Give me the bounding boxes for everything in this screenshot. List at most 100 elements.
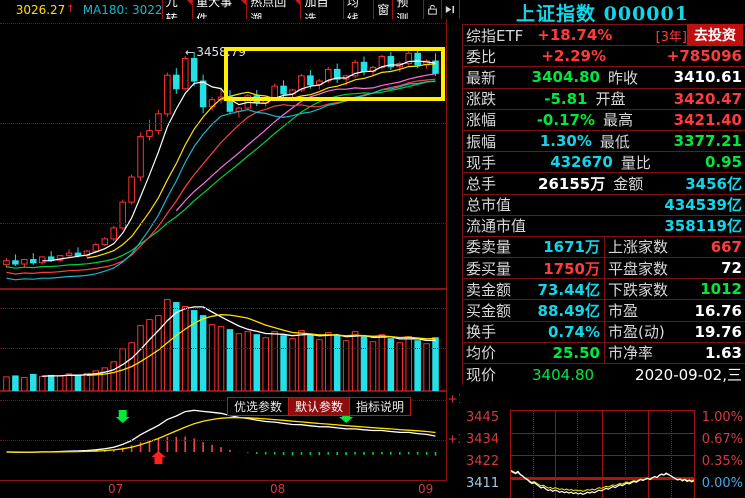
- table-row-order-ratio: 委比 +2.29% +785096: [462, 46, 745, 68]
- mini-axis-right-baseline-tick: 0.00%: [701, 476, 743, 491]
- turnover-amount-label: 金额: [613, 174, 644, 193]
- ticker-prefix: 4:: [1, 2, 13, 17]
- amplitude-label: 振幅: [466, 132, 497, 151]
- gridline: [533, 411, 534, 498]
- gridline: [0, 223, 446, 224]
- pe-dynamic-label: 市盈(动): [608, 323, 665, 342]
- intraday-line: [511, 469, 694, 496]
- quote-date: 2020-09-02,三: [635, 366, 742, 385]
- gridline: [0, 308, 446, 309]
- indicator-help-button[interactable]: 指标说明: [349, 397, 412, 416]
- default-params-button[interactable]: 默认参数: [288, 397, 351, 416]
- change-label: 涨跌: [466, 90, 497, 109]
- buy-order-volume-label: 委买量: [466, 259, 512, 278]
- pe-dynamic-value: 19.76: [694, 322, 742, 341]
- decliners-value: 1012: [700, 280, 742, 299]
- table-row-buy-amount: 买金额 88.49亿 市盈 16.76: [462, 300, 745, 322]
- table-row-etf[interactable]: 综指ETF +18.74% [3年] 去投资: [462, 24, 745, 47]
- preferred-params-button[interactable]: 优选参数: [227, 397, 290, 416]
- prev-close-label: 昨收: [608, 68, 639, 87]
- table-row-total-volume: 总手 26155万 金额 3456亿: [462, 173, 745, 195]
- gridline: [671, 411, 672, 498]
- etf-label: 综指ETF: [466, 26, 524, 45]
- table-row-sell-amount: 卖金额 73.44亿 下跌家数 1012: [462, 279, 745, 301]
- time-axis-tick: 09: [418, 482, 434, 496]
- intraday-mini-chart[interactable]: 3445 3434 3422 3411 1.00% 0.67% 0.35% 0.…: [462, 408, 745, 498]
- ticker-value: 3026.27: [15, 2, 66, 17]
- advancers-label: 上涨家数: [608, 238, 669, 257]
- current-price-label: 现价: [466, 366, 497, 385]
- buy-amount-label: 买金额: [466, 302, 512, 321]
- mini-axis-right-tick: 0.67%: [701, 432, 743, 447]
- open-label: 开盘: [595, 90, 626, 109]
- buy-amount-value: 88.49亿: [537, 302, 600, 321]
- gridline: [577, 411, 578, 498]
- latest-value: 3404.80: [531, 68, 600, 87]
- time-axis-tick: 07: [108, 482, 124, 496]
- mini-axis-left-tick: 3422: [466, 454, 500, 469]
- low-label: 最低: [599, 132, 630, 151]
- table-row-current-volume: 现手 432670 量比 0.95: [462, 152, 745, 174]
- float-market-cap-label: 流通市值: [466, 217, 527, 236]
- unchanged-label: 平盘家数: [608, 259, 669, 278]
- sell-amount-label: 卖金额: [466, 280, 512, 299]
- average-price-label: 均价: [466, 344, 497, 363]
- pb-ratio-value: 1.63: [704, 343, 742, 362]
- sell-order-volume-label: 委卖量: [466, 238, 512, 257]
- high-value: 3421.40: [673, 110, 742, 129]
- current-volume-value: 432670: [550, 153, 613, 172]
- table-row-total-market-cap: 总市值 434539亿: [462, 194, 745, 216]
- volume-chart-panel[interactable]: 6578 3289 X10: [0, 289, 492, 391]
- intraday-plot: [510, 410, 695, 498]
- time-axis-tick: 08: [270, 482, 286, 496]
- total-volume-label: 总手: [466, 174, 497, 193]
- total-market-cap-value: 434539亿: [664, 196, 742, 215]
- gridline: [0, 348, 446, 349]
- toolbar-button-hotspot-review[interactable]: 热点回溯: [246, 0, 302, 26]
- gridline: [555, 411, 556, 498]
- table-row-amplitude: 振幅 1.30% 最低 3377.21: [462, 130, 745, 153]
- table-row-change: 涨跌 -5.81 开盘 3420.47: [462, 88, 745, 110]
- change-pct-value: -0.17%: [536, 110, 595, 129]
- total-market-cap-label: 总市值: [466, 196, 512, 215]
- high-label: 最高: [602, 111, 633, 130]
- gridline: [648, 411, 649, 498]
- volume-plot: [3, 298, 439, 391]
- current-volume-label: 现手: [466, 153, 497, 172]
- chart-area: 4: 3026.27 ↑ MA180: 3022 九转 重大事件 热点回溯 加自…: [0, 0, 460, 498]
- table-row-float-market-cap: 流通市值 358119亿: [462, 215, 745, 237]
- table-row-turnover-rate: 换手 0.74% 市盈(动) 19.76: [462, 321, 745, 343]
- toolbar-button-major-events[interactable]: 重大事件: [192, 0, 248, 26]
- etf-return: +18.74%: [537, 26, 613, 45]
- pb-ratio-label: 市净率: [608, 344, 654, 363]
- mini-axis-right-tick: 1.00%: [701, 410, 743, 425]
- change-pct-label: 涨幅: [466, 111, 497, 130]
- invest-now-button[interactable]: 去投资: [687, 24, 743, 47]
- time-axis: 07 08 09: [0, 481, 447, 498]
- table-row-sell-orders: 委卖量 1671万 上涨家数 667: [462, 236, 745, 259]
- turnover-rate-label: 换手: [466, 323, 497, 342]
- callout-arrow-icon: ←: [185, 45, 195, 59]
- ticker-up-arrow-icon: ↑: [66, 4, 75, 15]
- gridline: [625, 411, 626, 498]
- highlight-rectangle: [224, 47, 445, 101]
- current-price-value: 3404.80: [532, 365, 595, 384]
- etf-period: [3年]: [655, 29, 687, 45]
- mini-axis-left-tick: 3434: [466, 432, 500, 447]
- toolbar-button-forecast[interactable]: 预测: [392, 0, 424, 26]
- change-value: -5.81: [544, 89, 588, 108]
- toolbar-button-jiuzhuan[interactable]: 九转: [161, 0, 194, 26]
- unlock-icon[interactable]: [422, 0, 442, 19]
- candlestick-plot: [3, 48, 439, 281]
- indicator-parameter-buttons: 优选参数 默认参数 指标说明: [227, 397, 412, 416]
- jump-to-end-icon[interactable]: [440, 0, 460, 19]
- quote-panel: 上证指数 000001 综指ETF +18.74% [3年] 去投资 委比 +2…: [460, 0, 745, 498]
- total-volume-value: 26155万: [538, 174, 606, 193]
- open-value: 3420.47: [673, 89, 743, 108]
- sell-order-volume-value: 1671万: [543, 238, 600, 257]
- buy-order-volume-value: 1750万: [543, 259, 600, 278]
- toolbar-button-window[interactable]: 窗: [373, 0, 394, 19]
- price-chart-panel[interactable]: 3504 3203 2902 ← 3458.79: [0, 15, 492, 289]
- toolbar-button-moving-average[interactable]: 均线: [342, 0, 375, 26]
- toolbar-button-add-watchlist[interactable]: 加自选: [300, 0, 344, 26]
